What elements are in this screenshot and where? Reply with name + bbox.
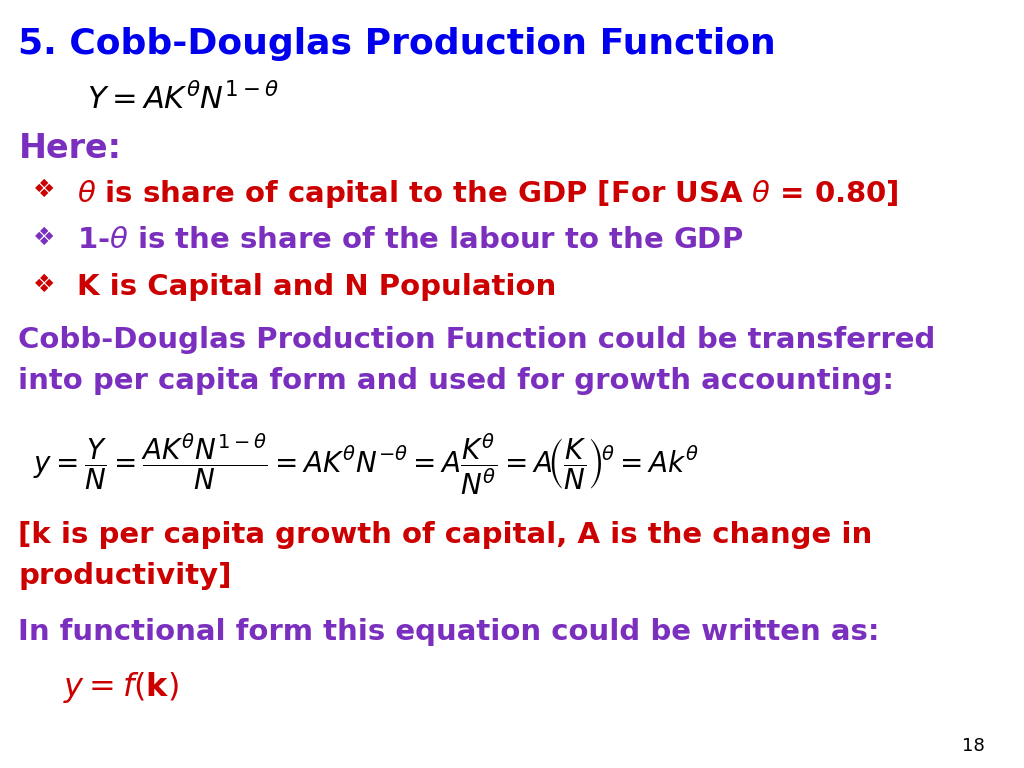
Text: $y = \dfrac{Y}{N} = \dfrac{AK^{\theta}N^{1-\theta}}{N} = AK^{\theta}N^{-\theta} : $y = \dfrac{Y}{N} = \dfrac{AK^{\theta}N^… (33, 432, 698, 498)
Text: $\theta$ is share of capital to the GDP [For USA $\theta$ = 0.80]: $\theta$ is share of capital to the GDP … (77, 178, 898, 210)
Text: 5. Cobb-Douglas Production Function: 5. Cobb-Douglas Production Function (18, 27, 776, 61)
Text: 1-$\theta$ is the share of the labour to the GDP: 1-$\theta$ is the share of the labour to… (77, 226, 743, 253)
Text: into per capita form and used for growth accounting:: into per capita form and used for growth… (18, 367, 894, 395)
Text: Here:: Here: (18, 132, 122, 165)
Text: $Y = AK^{\theta}N^{1-\theta}$: $Y = AK^{\theta}N^{1-\theta}$ (87, 82, 280, 115)
Text: K is Capital and N Population: K is Capital and N Population (77, 273, 556, 301)
Text: Cobb-Douglas Production Function could be transferred: Cobb-Douglas Production Function could b… (18, 326, 936, 353)
Text: ❖: ❖ (33, 273, 55, 297)
Text: ❖: ❖ (33, 226, 55, 250)
Text: In functional form this equation could be written as:: In functional form this equation could b… (18, 618, 880, 646)
Text: $y = f(\mathbf{k})$: $y = f(\mathbf{k})$ (63, 670, 179, 705)
Text: ❖: ❖ (33, 178, 55, 202)
Text: 18: 18 (963, 737, 985, 755)
Text: [k is per capita growth of capital, A is the change in: [k is per capita growth of capital, A is… (18, 521, 872, 548)
Text: productivity]: productivity] (18, 562, 231, 590)
